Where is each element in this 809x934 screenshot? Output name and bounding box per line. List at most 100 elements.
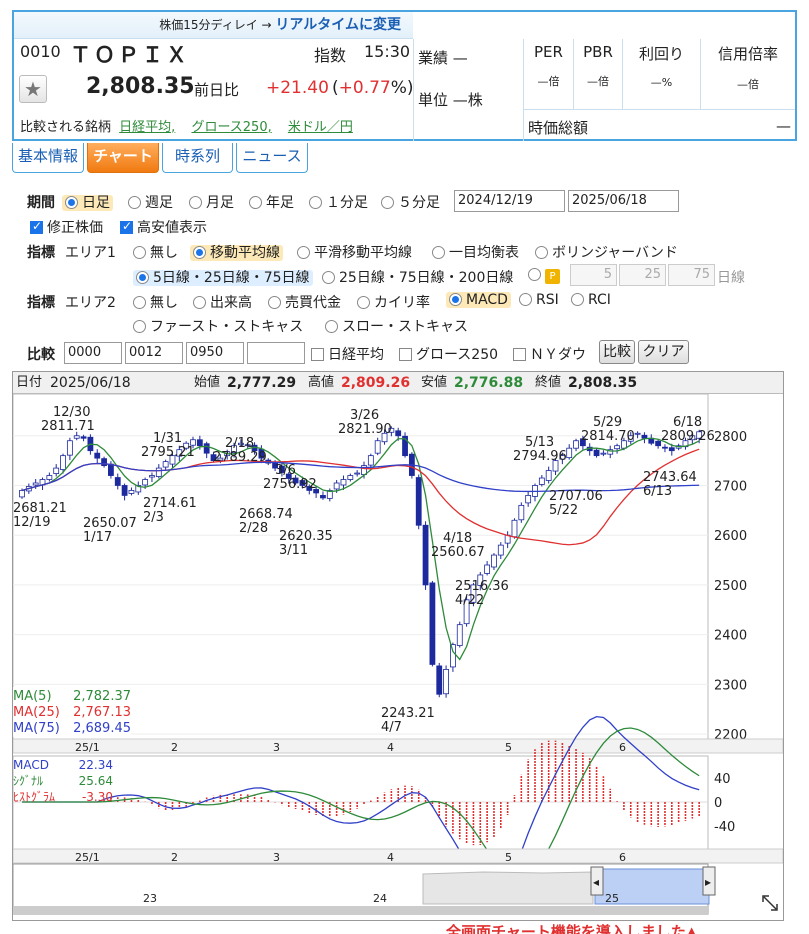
candle-body [614,445,620,450]
price-annotation: 3/6 [275,463,296,478]
navigator-scrollbar[interactable] [13,906,708,914]
area2-deviation[interactable]: カイリ率 [357,292,430,312]
price-annotation: 6/18 [673,415,702,430]
period-monthly[interactable]: 月足 [189,192,234,212]
delay-bar: 株価15分ディレイ → リアルタイムに変更 [14,12,413,39]
compare-code-1[interactable]: 0000 [64,342,122,364]
tab-chart[interactable]: チャート [87,143,159,173]
x-axis-strip [13,738,783,754]
ma-custom-3[interactable]: 75 [668,264,715,286]
compare-code-2[interactable]: 0012 [125,342,183,364]
navigator-right-handle[interactable] [702,866,716,896]
ma-custom-1[interactable]: 5 [570,264,617,286]
tab-basic-info[interactable]: 基本情報 [12,143,84,173]
y-tick-label: 2400 [714,629,747,644]
candle-body [600,452,607,455]
footer-note[interactable]: 全画面チャート機能を導入しました▲ [446,923,698,934]
yield-cell: 利回り —% [622,39,700,109]
ma-custom[interactable]: P [528,267,560,284]
candle-body [279,465,285,473]
ohlc-bar: 日付 2025/06/18 始値 2,777.29 高値 2,809.26 安値… [13,372,783,394]
ma-5-25-75[interactable]: 5日線・25日線・75日線 [133,267,313,287]
price-annotation: 5/13 [525,435,554,450]
price-annotation: 2620.35 [279,529,333,544]
compare-button[interactable]: 比較 [599,340,635,364]
favorite-star-icon[interactable]: ★ [19,75,47,103]
y-tick-label: 2600 [714,529,747,544]
area1-ma[interactable]: 移動平均線 [190,242,283,262]
area1-none[interactable]: 無し [133,242,178,262]
area2-turnover[interactable]: 売買代金 [268,292,341,312]
area2-none[interactable]: 無し [133,292,178,312]
y-tick-label: 2800 [714,430,747,445]
stock-code: 0010 [20,42,61,61]
price-annotation-sub: 3/11 [279,543,308,558]
tab-news[interactable]: ニュース [236,143,308,173]
candle-body [313,489,320,494]
candle-body [135,485,142,493]
period-1min[interactable]: １分足 [309,192,368,212]
period-label: 期間 [27,195,55,211]
ma-25-75-200[interactable]: 25日線・75日線・200日線 [322,267,513,287]
clear-button[interactable]: クリア [638,340,689,364]
compare-code-3[interactable]: 0950 [186,342,244,364]
area1-ema[interactable]: 平滑移動平均線 [297,242,412,262]
area2-volume[interactable]: 出来高 [193,292,252,312]
ma-custom-2[interactable]: 25 [619,264,666,286]
area2-fast-stoch[interactable]: ファースト・ストキャス [133,316,303,336]
area2-rci[interactable]: RCI [571,292,611,308]
navigator-selection[interactable] [594,868,710,905]
period-yearly[interactable]: 年足 [249,192,294,212]
price-annotation: 3/26 [350,408,379,423]
candle-body [429,582,436,665]
compare-check-nikkei[interactable]: 日経平均 [311,344,384,364]
price-annotation-sub: 2795.21 [141,445,195,460]
area1-bollinger[interactable]: ボリンジャーバンド [535,242,678,262]
compare-link-nikkei[interactable]: 日経平均, [119,120,176,135]
y-tick-label: 2500 [714,579,747,594]
candle-body [450,644,456,668]
price-annotation-sub: 2814.70 [581,429,635,444]
navigator-left-arrow: ◂ [593,875,599,889]
candle-body [579,438,586,447]
period-5min[interactable]: ５分足 [381,192,440,212]
compare-check-nydow[interactable]: ＮＹダウ [513,344,586,364]
area1-ichimoku[interactable]: 一目均衡表 [432,242,519,262]
hilo-checkbox[interactable]: 高安値表示 [120,217,207,237]
compare-check-growth[interactable]: グロース250 [399,344,498,364]
compare-code-4[interactable] [247,342,305,364]
adjusted-checkbox[interactable]: 修正株価 [30,217,103,237]
ma-legend-value: 2,782.37 [73,689,131,704]
navigator-left-handle[interactable] [590,866,604,896]
change-pct: (+0.77%) [332,78,414,98]
compare-link-growth[interactable]: グロース250, [191,120,272,135]
change-label: 前日比 [194,81,240,99]
date-from-input[interactable]: 2024/12/19 [454,190,565,212]
x-tick-label-2: 6 [619,851,626,864]
area2-macd[interactable]: MACD [446,292,511,308]
price-annotation: 2516.36 [455,579,509,594]
date-to-input[interactable]: 2025/06/18 [568,190,679,212]
compare-link-usdjpy[interactable]: 米ドル／円 [287,120,353,135]
per-cell: PER —倍 [523,39,573,109]
ma-legend-name: MA(75) [13,721,60,736]
tab-timeseries[interactable]: 時系列 [162,143,233,173]
fullscreen-icon[interactable] [762,895,778,911]
area2-slow-stoch[interactable]: スロー・ストキャス [325,316,468,336]
realtime-link[interactable]: リアルタイムに変更 [275,17,401,33]
candle-body [32,482,39,486]
mcap-cell: 時価総額 — [523,109,795,141]
navigator-tick: 24 [373,892,387,905]
period-daily[interactable]: 日足 [62,192,113,212]
area2-rsi[interactable]: RSI [519,292,559,308]
candle-body [101,458,107,466]
x-tick-label: 4 [387,741,394,754]
candle-body [436,665,443,695]
period-weekly[interactable]: 週足 [128,192,173,212]
candle-body [381,432,388,443]
change-value: +21.40 [266,78,329,98]
candle-body [299,480,306,486]
navigator-tick: 25 [605,892,619,905]
candle-body [593,449,600,457]
